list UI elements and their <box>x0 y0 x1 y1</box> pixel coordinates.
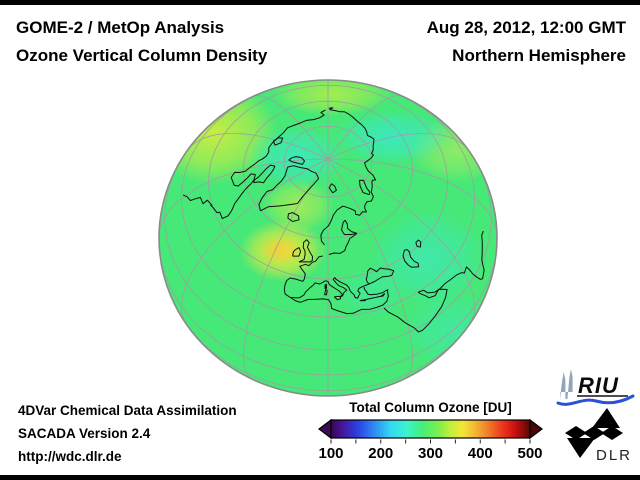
coastline-siberia_north <box>344 111 376 206</box>
data-center-url: http://wdc.dlr.de <box>18 449 122 464</box>
colorbar-arrow-left <box>318 418 332 440</box>
colorbar-tick-label: 100 <box>318 445 344 462</box>
assimilation-method-label: 4DVar Chemical Data Assimilation <box>18 403 237 418</box>
ozone-anomaly-high-ozone-north-atlantic-core <box>260 236 300 264</box>
coastline-europe_west <box>283 255 326 299</box>
riu-wave-icon <box>556 394 635 406</box>
coastline-scandinavia <box>320 205 367 246</box>
coastline-chukotka <box>328 107 345 113</box>
colorbar-arrow-right <box>529 418 543 440</box>
coastline-ireland <box>292 247 302 257</box>
coastline-italy <box>325 277 348 297</box>
coastline-hudson_arctic_alaska <box>230 109 326 187</box>
coastline-anatolia_south <box>363 286 389 296</box>
coastline-aral <box>415 239 422 248</box>
colorbar-title: Total Column Ozone [DU] <box>349 400 512 415</box>
hemisphere-label: Northern Hemisphere <box>452 46 626 65</box>
riu-wordmark: RIU <box>578 373 619 398</box>
coastline-victoria_island <box>272 137 284 146</box>
analysis-timestamp: Aug 28, 2012, 12:00 GMT <box>426 18 626 37</box>
bottom-border-bar <box>0 475 640 480</box>
coastline-baffin <box>253 164 276 184</box>
colorbar-tick-label: 300 <box>417 445 444 462</box>
ozone-anomaly-low-ozone-east-mediterranean <box>340 267 404 319</box>
graticule-lines <box>159 80 497 396</box>
coastline-svalbard <box>328 183 337 194</box>
colorbar-tick-label: 500 <box>517 445 543 462</box>
colorbar-gradient-bar <box>330 419 531 439</box>
coastline-corsica_sardinia <box>324 283 328 296</box>
colorbar-tick-label: 400 <box>467 445 493 462</box>
coastline-na_east_coast <box>182 183 252 219</box>
product-subtitle: Ozone Vertical Column Density <box>16 46 268 65</box>
coastline-crete_cyprus <box>359 293 386 302</box>
coastline-persia_india <box>418 230 485 294</box>
top-border-bar <box>0 0 640 5</box>
software-version-label: SACADA Version 2.4 <box>18 426 151 441</box>
ozone-anomaly-high-ozone-top-arctic <box>272 80 392 116</box>
coastline-uk <box>298 239 314 263</box>
coastline-black_sea <box>365 267 395 285</box>
cathedral-icon <box>560 369 573 399</box>
coastline-adriatic_balkans <box>334 277 370 299</box>
coastline-arabia <box>383 288 448 333</box>
coastline-baltic_south <box>328 232 358 255</box>
coastline-mediterranean_south <box>290 289 389 315</box>
coastline-iceland <box>287 212 300 222</box>
riu-logo: RIU <box>556 367 636 416</box>
coastline-novaya_zemlya <box>359 179 371 196</box>
colorbar <box>318 418 543 444</box>
dlr-wordmark: DLR <box>596 447 632 464</box>
coastline-gulf_of_bothnia <box>341 219 358 235</box>
coastline-caspian <box>402 249 420 268</box>
globe-limb <box>158 79 498 397</box>
colorbar-tick-label: 200 <box>368 445 394 462</box>
coastline-sicily <box>333 295 342 301</box>
dlr-logo: DLR <box>562 407 638 474</box>
coastline-greenland <box>258 165 320 212</box>
product-title: GOME-2 / MetOp Analysis <box>16 18 225 37</box>
coastline-ellesmere <box>288 156 305 165</box>
dlr-emblem-icon <box>565 408 623 458</box>
